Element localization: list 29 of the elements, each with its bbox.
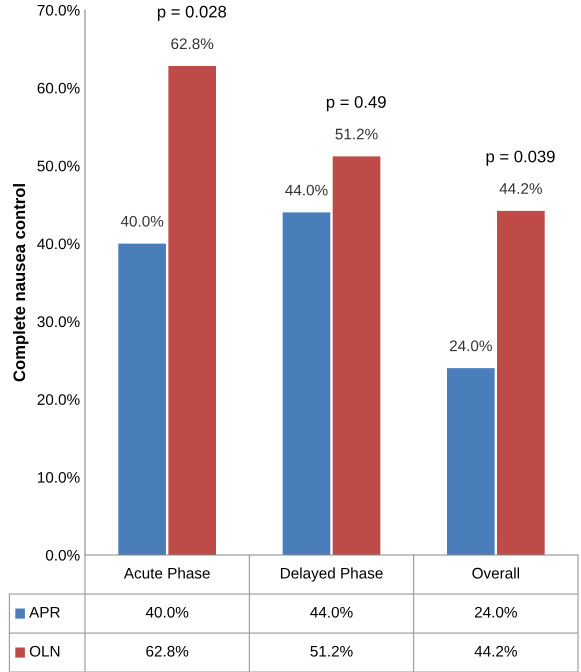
y-tick-label: 40.0% <box>37 238 80 250</box>
x-tick-label: Acute Phase <box>124 567 210 579</box>
data-label: 62.8% <box>146 646 188 657</box>
text: 40.0% <box>120 216 164 227</box>
annotation: p = 0.039 <box>486 150 555 166</box>
data-label: 40.0% <box>146 606 188 618</box>
data-label: 51.2% <box>310 646 353 657</box>
y-tick-label: 70.0% <box>38 4 80 16</box>
y-tick-label: 50.0% <box>37 160 80 172</box>
x-tick-label: Delayed Phase <box>280 567 383 582</box>
data-label: 44.0% <box>310 606 353 618</box>
annotation: p = 0.028 <box>158 6 226 21</box>
annotation: p = 0.49 <box>326 96 386 112</box>
text: 24.0% <box>450 340 492 352</box>
legend-label: APR <box>29 606 60 618</box>
y-tick-label: 60.0% <box>38 82 80 94</box>
y-axis-title: Complete nausea control <box>12 184 28 382</box>
x-tick-label: Overall <box>472 567 520 579</box>
y-tick-label: 30.0% <box>37 316 80 328</box>
data-label: 44.2% <box>474 646 517 657</box>
text: 62.8% <box>171 38 214 50</box>
text: 51.2% <box>335 128 378 140</box>
data-label: 24.0% <box>474 606 517 618</box>
y-tick-label: 0.0% <box>46 550 80 561</box>
text: 44.0% <box>285 184 328 196</box>
legend-label: OLN <box>30 646 60 657</box>
y-tick-label: 10.0% <box>38 472 80 483</box>
text: 44.2% <box>500 183 542 194</box>
y-tick-label: 20.0% <box>38 394 80 405</box>
